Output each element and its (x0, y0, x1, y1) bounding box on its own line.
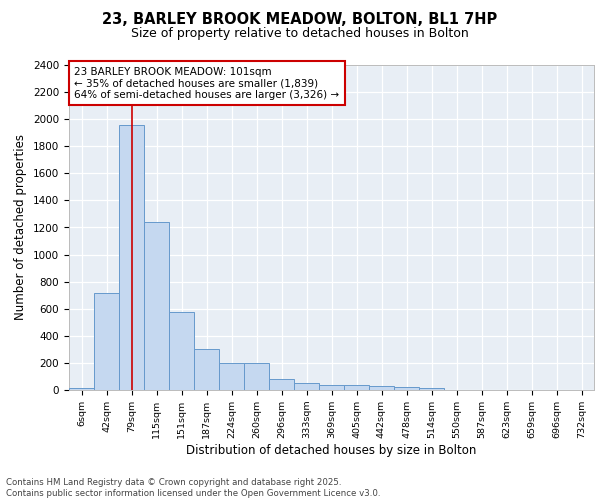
Bar (194, 348, 219, 390)
Bar (344, 384, 369, 390)
Bar (419, 388, 444, 390)
Text: 23 BARLEY BROOK MEADOW: 101sqm
← 35% of detached houses are smaller (1,839)
64% : 23 BARLEY BROOK MEADOW: 101sqm ← 35% of … (74, 66, 340, 100)
Bar (294, 383, 319, 390)
X-axis label: Distribution of detached houses by size in Bolton: Distribution of detached houses by size … (187, 444, 476, 457)
Bar (94, 293, 119, 390)
Bar (244, 363, 269, 390)
Text: 23, BARLEY BROOK MEADOW, BOLTON, BL1 7HP: 23, BARLEY BROOK MEADOW, BOLTON, BL1 7HP (103, 12, 497, 28)
Bar (319, 384, 344, 390)
Bar (219, 363, 244, 390)
Text: Contains HM Land Registry data © Crown copyright and database right 2025.
Contai: Contains HM Land Registry data © Crown c… (6, 478, 380, 498)
Bar (144, 222, 169, 390)
Bar (69, 388, 94, 390)
Bar (369, 386, 394, 390)
Bar (119, 124, 144, 390)
Bar (394, 388, 419, 390)
Bar (169, 312, 194, 390)
Text: Size of property relative to detached houses in Bolton: Size of property relative to detached ho… (131, 28, 469, 40)
Y-axis label: Number of detached properties: Number of detached properties (14, 134, 28, 320)
Bar (269, 379, 294, 390)
